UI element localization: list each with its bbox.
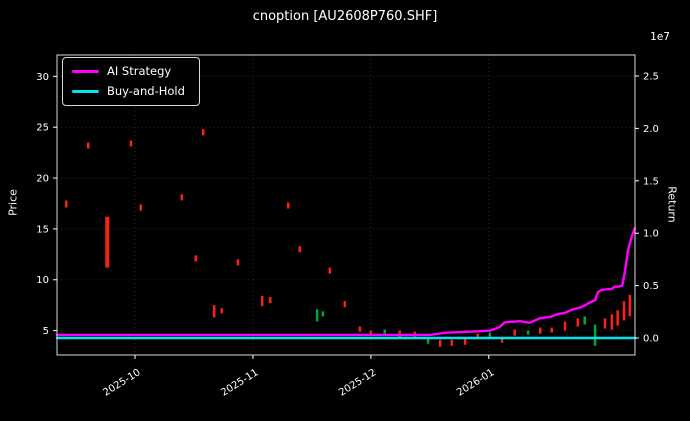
price-tick-label: 25 [36,123,49,134]
legend: AI Strategy Buy-and-Hold [62,57,200,106]
return-tick-label: 0.0 [643,334,659,345]
price-tick-label: 30 [36,72,49,83]
legend-item-ai-strategy: AI Strategy [72,64,185,78]
candles [64,129,632,347]
axis-ticks [53,75,639,359]
right-axis-offset-label: 1e7 [650,31,670,43]
return-tick-label: 1.5 [643,176,659,187]
gridlines [57,55,635,355]
plot-border [56,54,636,356]
legend-label-ai-strategy: AI Strategy [107,64,172,78]
date-tick-label: 2025-10 [101,367,142,398]
price-tick-label: 15 [36,224,49,235]
date-tick-label: 2026-01 [455,367,496,398]
tick-labels: 5 10 15 20 25 30 0.0 0.5 1.0 1.5 2.0 2.5 2025-10 2025… [36,71,659,398]
price-tick-label: 20 [36,174,49,185]
return-tick-label: 1.0 [643,229,659,240]
legend-item-buy-and-hold: Buy-and-Hold [72,84,185,98]
series-line-ai-strategy [55,226,637,337]
ai-strategy-line-swatch [72,69,99,73]
price-tick-label: 5 [43,326,49,337]
date-tick-label: 2025-11 [219,367,260,398]
return-tick-label: 2.0 [643,124,659,135]
price-tick-label: 10 [36,275,49,286]
return-tick-label: 0.5 [643,281,659,292]
return-tick-label: 2.5 [643,71,659,82]
legend-label-buy-and-hold: Buy-and-Hold [107,84,185,98]
date-tick-label: 2025-12 [337,367,378,398]
buy-and-hold-line-swatch [72,89,99,93]
chart-title: cnoption [AU2608P760.SHF] [252,9,438,24]
